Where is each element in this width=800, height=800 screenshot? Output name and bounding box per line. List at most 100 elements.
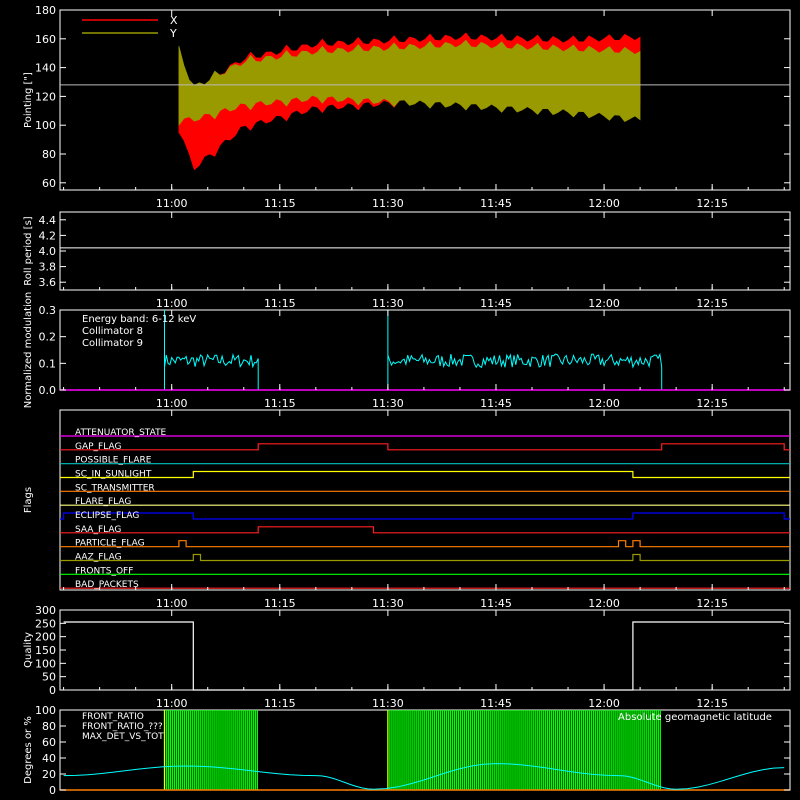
y-axis-label: Pointing ["] [23, 72, 34, 128]
energy-band-annotation: Energy band: 6-12 keV [82, 314, 196, 325]
y-axis-label: Normalized modulation [23, 292, 34, 409]
panel-flags: ATTENUATOR_STATE GAP_FLAG POSSIBLE_FLARE SC… [23, 409, 791, 610]
flag-line-gap_flag [60, 443, 790, 451]
y-tick-label: 40 [42, 752, 56, 765]
x-tick-label: 12:00 [588, 397, 620, 410]
y-tick-label: 0 [49, 784, 56, 797]
y-tick-label: 100 [35, 657, 56, 670]
y-tick-label: 250 [35, 617, 56, 630]
y-tick-label: 0 [49, 684, 56, 697]
x-tick-label: 12:00 [588, 297, 620, 310]
flag-label: FLARE_FLAG [75, 497, 131, 507]
x-tick-label: 11:15 [264, 597, 296, 610]
x-tick-label: 11:45 [480, 297, 512, 310]
flags-frame [59, 409, 791, 591]
flag-line-aaz_flag [60, 553, 790, 562]
x-tick-label: 12:15 [696, 597, 728, 610]
y-tick-label: 4.0 [39, 245, 57, 258]
y-axis-label: Flags [23, 487, 34, 513]
x-tick-label: 11:45 [480, 697, 512, 710]
legend-label: MAX_DET_VS_TOT [82, 732, 164, 742]
panels: XY 60 80 100 120 140 160 180 Pointing ["] 11:00 11… [23, 4, 791, 797]
x-tick-label: 11:00 [156, 397, 188, 410]
y-tick-label: 120 [35, 90, 56, 103]
x-tick-label: 12:00 [588, 597, 620, 610]
y-tick-label: 180 [35, 4, 56, 17]
y-tick-label: 4.2 [39, 229, 57, 242]
y-axis-label: Degrees or % [23, 716, 34, 784]
flag-label: ATTENUATOR_STATE [75, 428, 167, 438]
y-tick-label: 0.2 [39, 331, 57, 344]
x-tick-label: 11:45 [480, 597, 512, 610]
y-tick-label: 3.8 [39, 261, 57, 274]
legend-label: FRONT_RATIO [82, 712, 144, 722]
flag-label: BAD_PACKETS [75, 580, 139, 590]
y-tick-label: 300 [35, 604, 56, 617]
y-tick-label: 80 [42, 148, 56, 161]
y-tick-label: 0.3 [39, 304, 57, 317]
y-tick-label: 160 [35, 33, 56, 46]
x-tick-label: 12:00 [588, 197, 620, 210]
flag-label: SC_TRANSMITTER [75, 483, 155, 493]
y-tick-label: 3.6 [39, 276, 57, 289]
flag-label: SAA_FLAG [75, 525, 121, 535]
flag-line-sc_in_sunlight [60, 470, 790, 479]
quality-line [63, 621, 785, 691]
series-collimator-8 [164, 310, 259, 390]
flag-label: PARTICLE_FLAG [75, 539, 145, 549]
x-tick-label: 11:45 [480, 397, 512, 410]
y-tick-label: 80 [42, 720, 56, 733]
x-tick-label: 11:15 [264, 197, 296, 210]
series-collimator-8 [387, 310, 663, 390]
legend-label: Absolute geomagnetic latitude [618, 712, 772, 723]
y-tick-label: 200 [35, 631, 56, 644]
flag-line-particle_flag [60, 540, 790, 548]
x-tick-label: 12:15 [696, 297, 728, 310]
y-tick-label: 0.0 [39, 384, 57, 397]
x-tick-label: 11:00 [156, 297, 188, 310]
y-tick-label: 60 [42, 177, 56, 190]
y-tick-label: 100 [35, 119, 56, 132]
y-tick-label: 150 [35, 644, 56, 657]
flag-line-saa_flag [60, 526, 790, 534]
panel-ratios: FRONT_RATIOFRONT_RATIO_???MAX_DET_VS_TOT… [23, 704, 791, 797]
x-tick-label: 11:15 [264, 697, 296, 710]
x-tick-label: 11:30 [372, 297, 404, 310]
flag-label: POSSIBLE_FLARE [75, 456, 152, 466]
panel-roll: 3.6 3.8 4.0 4.2 4.4 Roll period [s] 11:00 11:15… [23, 211, 791, 310]
pointing-frame [59, 9, 791, 191]
flag-label: AAZ_FLAG [75, 553, 122, 563]
x-tick-label: 12:15 [696, 697, 728, 710]
y-tick-label: 60 [42, 736, 56, 749]
panel-pointing: XY 60 80 100 120 140 160 180 Pointing ["] 11:00 11… [23, 4, 791, 210]
y-tick-label: 0.1 [39, 357, 57, 370]
legend-label: X [170, 14, 178, 27]
x-tick-label: 11:15 [264, 297, 296, 310]
flag-line-eclipse_flag [60, 512, 790, 520]
x-tick-label: 11:30 [372, 597, 404, 610]
y-tick-label: 140 [35, 62, 56, 75]
x-tick-label: 11:45 [480, 197, 512, 210]
y-axis-label: Roll period [s] [23, 216, 34, 285]
y-tick-label: 4.4 [39, 214, 57, 227]
x-tick-label: 11:30 [372, 197, 404, 210]
x-tick-label: 12:15 [696, 397, 728, 410]
legend-label: Collimator 8 [82, 326, 143, 337]
x-tick-label: 11:00 [156, 597, 188, 610]
series-Y-band [178, 39, 641, 127]
y-tick-label: 100 [35, 704, 56, 717]
roll-frame [59, 211, 791, 291]
x-tick-label: 11:30 [372, 697, 404, 710]
y-tick-label: 50 [42, 671, 56, 684]
flag-label: FRONTS_OFF [75, 566, 133, 576]
legend-label: FRONT_RATIO_??? [82, 722, 163, 732]
flag-label: ECLIPSE_FLAG [75, 511, 139, 521]
flag-label: GAP_FLAG [75, 442, 121, 452]
y-tick-label: 20 [42, 768, 56, 781]
flag-label: SC_IN_SUNLIGHT [75, 470, 152, 480]
y-axis-label: Quality [23, 632, 34, 668]
x-tick-label: 11:30 [372, 397, 404, 410]
